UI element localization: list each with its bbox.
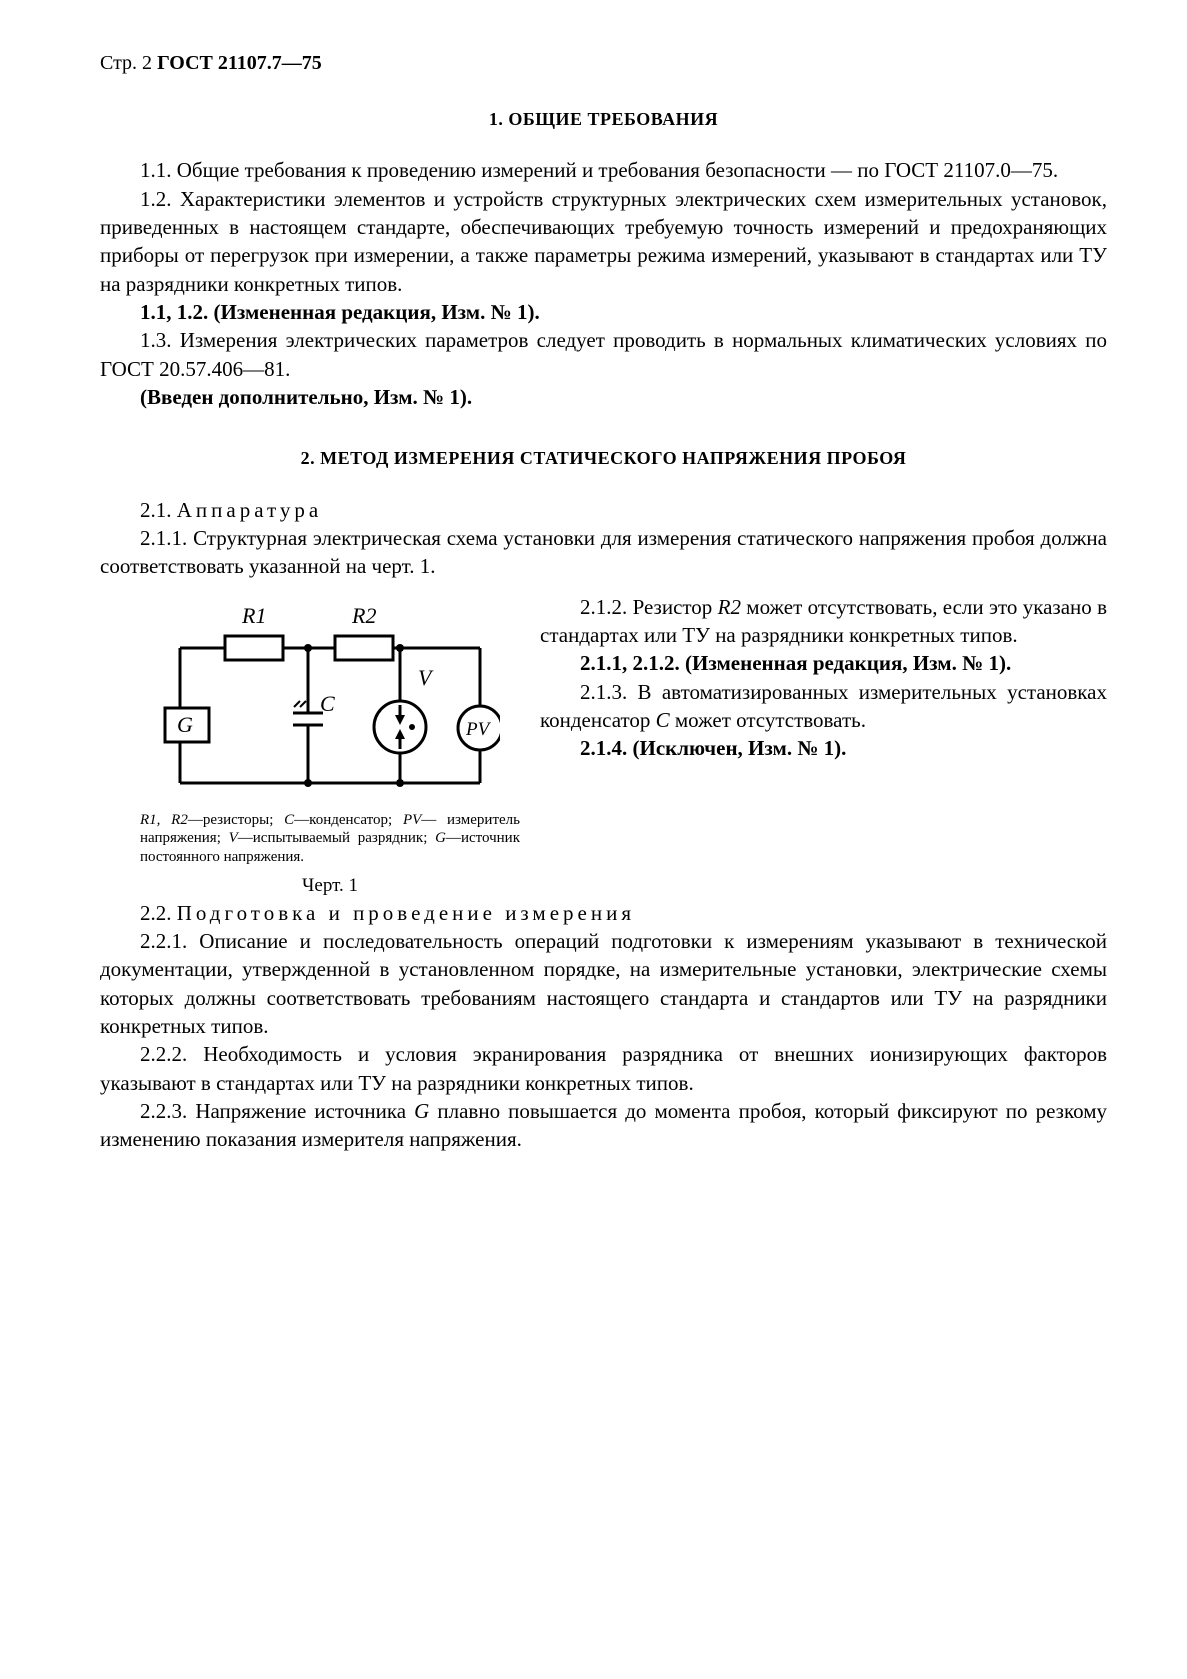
label-c: C bbox=[320, 691, 335, 716]
para-2-1-num: 2.1. bbox=[140, 498, 177, 522]
para-1-3-note: (Введен дополнительно, Изм. № 1). bbox=[100, 383, 1107, 411]
section-2-title: 2. МЕТОД ИЗМЕРЕНИЯ СТАТИЧЕСКОГО НАПРЯЖЕН… bbox=[100, 446, 1107, 470]
cap-pv: PV bbox=[403, 812, 421, 828]
para-2-2-2: 2.2.2. Необходимость и условия экраниров… bbox=[100, 1040, 1107, 1097]
cap-g: G bbox=[435, 830, 446, 846]
para-1-2: 1.2. Характеристики элементов и устройст… bbox=[100, 185, 1107, 298]
para-2-2: 2.2. Подготовка и проведение измерения bbox=[100, 899, 1107, 927]
para-2-2-text: Подготовка и проведение измерения bbox=[177, 901, 635, 925]
section-1-title: 1. ОБЩИЕ ТРЕБОВАНИЯ bbox=[100, 107, 1107, 131]
label-r1: R1 bbox=[241, 603, 266, 628]
page-number: Стр. 2 bbox=[100, 52, 152, 74]
figure-left: R1 R2 G C V PV R1, R2—резисторы; C—конде… bbox=[140, 593, 520, 899]
para-1-1: 1.1. Общие требования к проведению измер… bbox=[100, 156, 1107, 184]
page-header: Стр. 2 ГОСТ 21107.7—75 bbox=[100, 50, 1107, 77]
label-pv: PV bbox=[465, 719, 492, 740]
para-2-1: 2.1. Аппаратура bbox=[100, 496, 1107, 524]
para-1-1-1-2-note: 1.1, 1.2. (Измененная редакция, Изм. № 1… bbox=[100, 298, 1107, 326]
cap-c: C bbox=[284, 812, 294, 828]
label-r2: R2 bbox=[351, 603, 376, 628]
figure-label: Черт. 1 bbox=[140, 873, 520, 899]
para-2-2-3: 2.2.3. Напряжение источника G плавно пов… bbox=[100, 1097, 1107, 1154]
standard-code: ГОСТ 21107.7—75 bbox=[157, 52, 322, 74]
para-2-1-text: Аппаратура bbox=[177, 498, 322, 522]
cap-v: V bbox=[229, 830, 238, 846]
figure-caption: R1, R2—резисторы; C—конденсатор; PV— изм… bbox=[140, 811, 520, 867]
label-g: G bbox=[177, 712, 193, 737]
label-v: V bbox=[418, 665, 434, 690]
para-2-2-num: 2.2. bbox=[140, 901, 177, 925]
circuit-diagram: R1 R2 G C V PV bbox=[160, 593, 500, 803]
para-1-3: 1.3. Измерения электрических параметров … bbox=[100, 326, 1107, 383]
cap-r: R1, R2 bbox=[140, 812, 188, 828]
para-2-1-1: 2.1.1. Структурная электрическая схема у… bbox=[100, 524, 1107, 581]
para-2-2-1: 2.2.1. Описание и последовательность опе… bbox=[100, 927, 1107, 1040]
figure-block: R1 R2 G C V PV R1, R2—резисторы; C—конде… bbox=[100, 593, 1107, 899]
